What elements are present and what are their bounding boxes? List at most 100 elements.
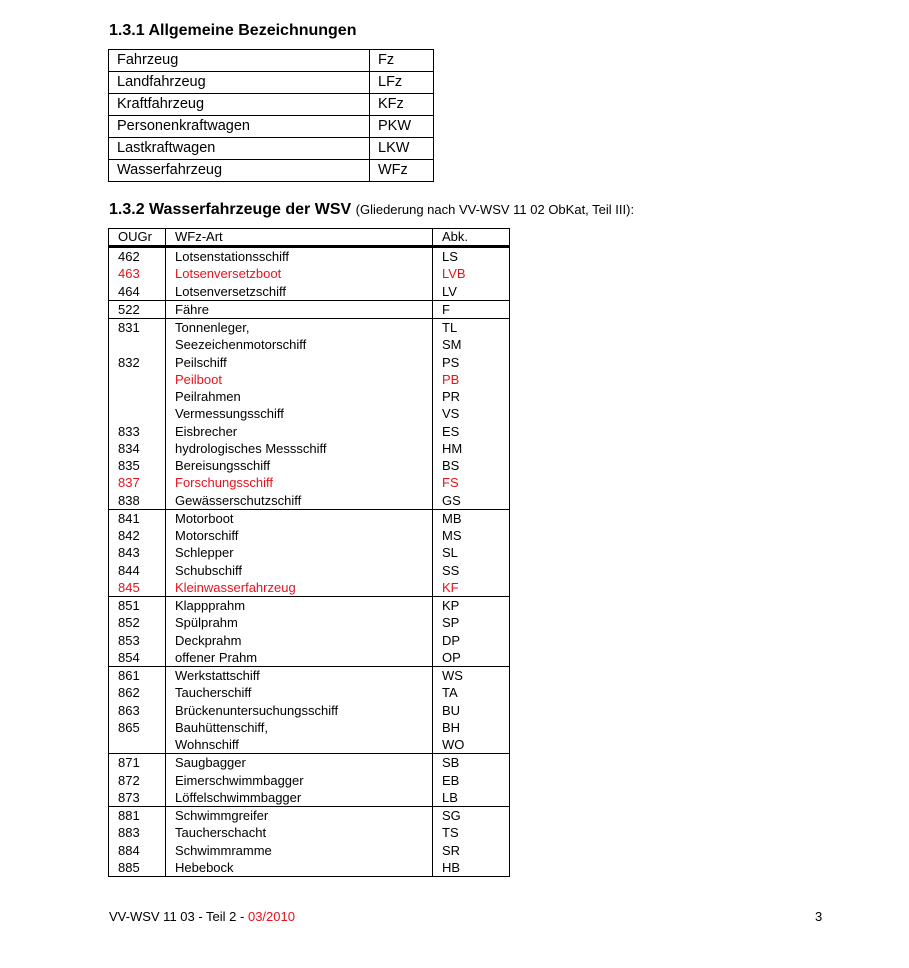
ougr-cell: 522 (108, 300, 166, 319)
row-group: 861 Werkstattschiff WS 862 Taucherschiff TA 86… (108, 666, 510, 754)
table-row: 871 Saugbagger SB (108, 753, 510, 772)
abbr-cell: WS (432, 666, 510, 685)
abbr-cell: WFz (369, 159, 434, 182)
ougr-cell: 837 (108, 474, 166, 492)
row-group: 871 Saugbagger SB 872 Eimerschwimmbagger EB 87… (108, 753, 510, 807)
term-cell: Landfahrzeug (108, 71, 370, 94)
table-header-row: OUGr WFz-Art Abk. (108, 228, 510, 248)
table-row: 873 Löffelschwimmbagger LB (108, 788, 510, 807)
ougr-cell (108, 370, 166, 388)
abbr-cell: MS (432, 527, 510, 545)
type-cell: Lotsenstationsschiff (165, 246, 433, 266)
ougr-cell: 854 (108, 648, 166, 667)
ougr-cell: 843 (108, 544, 166, 562)
table-row: 881 Schwimmgreifer SG (108, 806, 510, 825)
header-wfz-art: WFz-Art (165, 228, 433, 248)
ougr-cell: 845 (108, 578, 166, 597)
type-cell: hydrologisches Messschiff (165, 439, 433, 457)
table-row: 462 Lotsenstationsschiff LS (108, 246, 510, 266)
abbr-cell: KP (432, 596, 510, 615)
type-cell: Taucherschacht (165, 824, 433, 842)
ougr-cell: 844 (108, 561, 166, 579)
abbr-cell: TL (432, 318, 510, 337)
ougr-cell: 873 (108, 788, 166, 807)
ougr-cell: 884 (108, 841, 166, 859)
abbr-cell: TS (432, 824, 510, 842)
table-row: 463 Lotsenversetzboot LVB (108, 265, 510, 283)
type-cell: Vermessungsschiff (165, 405, 433, 423)
table-row: 863 Brückenuntersuchungsschiff BU (108, 701, 510, 719)
type-cell: Schubschiff (165, 561, 433, 579)
table-row: Lastkraftwagen LKW (108, 137, 434, 160)
abbr-cell: KF (432, 578, 510, 597)
row-group: 841 Motorboot MB 842 Motorschiff MS 843 Schlepp… (108, 509, 510, 597)
type-cell: Motorschiff (165, 527, 433, 545)
table-row: 872 Eimerschwimmbagger EB (108, 771, 510, 789)
term-cell: Fahrzeug (108, 49, 370, 72)
table-row: 851 Klappprahm KP (108, 596, 510, 615)
type-cell: Klappprahm (165, 596, 433, 615)
page-number: 3 (815, 909, 823, 924)
ougr-cell: 871 (108, 753, 166, 772)
table-row: 837 Forschungsschiff FS (108, 474, 510, 492)
ougr-cell: 853 (108, 631, 166, 649)
table-row: 838 Gewässerschutzschiff GS (108, 491, 510, 510)
abbr-cell: F (432, 300, 510, 319)
table-row: 833 Eisbrecher ES (108, 422, 510, 440)
ougr-cell: 863 (108, 701, 166, 719)
abbr-cell: DP (432, 631, 510, 649)
ougr-cell: 842 (108, 527, 166, 545)
abbr-cell: FS (432, 474, 510, 492)
table-row: Personenkraftwagen PKW (108, 115, 434, 138)
table-row: Landfahrzeug LFz (108, 71, 434, 94)
table-row: 865 Bauhüttenschiff, BH (108, 718, 510, 736)
table-row: 844 Schubschiff SS (108, 561, 510, 579)
vessel-table: OUGr WFz-Art Abk. 462 Lotsenstationsschif… (108, 228, 510, 877)
abbr-cell: LS (432, 246, 510, 266)
ougr-cell: 883 (108, 824, 166, 842)
abbr-cell: ES (432, 422, 510, 440)
type-cell: Werkstattschiff (165, 666, 433, 685)
table-row: Wasserfahrzeug WFz (108, 159, 434, 182)
table-row: Wohnschiff WO (108, 736, 510, 754)
type-cell: Saugbagger (165, 753, 433, 772)
abbr-cell: PS (432, 353, 510, 371)
type-cell: Seezeichenmotorschiff (165, 336, 433, 354)
type-cell: Forschungsschiff (165, 474, 433, 492)
abbr-cell: SP (432, 614, 510, 632)
header-abk: Abk. (432, 228, 510, 248)
abbr-cell: SL (432, 544, 510, 562)
table-row: 842 Motorschiff MS (108, 527, 510, 545)
type-cell: Lotsenversetzboot (165, 265, 433, 283)
table-row: Fahrzeug Fz (108, 49, 434, 72)
abbr-cell: MB (432, 509, 510, 527)
abbr-cell: VS (432, 405, 510, 423)
table-row: 885 Hebebock HB (108, 858, 510, 877)
ougr-cell (108, 388, 166, 406)
abbr-cell: GS (432, 491, 510, 510)
abbr-cell: BU (432, 701, 510, 719)
table-row: 852 Spülprahm SP (108, 614, 510, 632)
type-cell: Peilrahmen (165, 388, 433, 406)
row-group: 851 Klappprahm KP 852 Spülprahm SP 853 Deckprah… (108, 596, 510, 667)
table-row: Peilrahmen PR (108, 388, 510, 406)
ougr-cell: 834 (108, 439, 166, 457)
ougr-cell: 862 (108, 684, 166, 702)
type-cell: Kleinwasserfahrzeug (165, 578, 433, 597)
section-subtitle: (Gliederung nach VV-WSV 11 02 ObKat, Tei… (355, 202, 635, 217)
table-row: 854 offener Prahm OP (108, 648, 510, 667)
table-row: Seezeichenmotorschiff SM (108, 336, 510, 354)
footer-date: 03/2010 (247, 909, 295, 924)
row-group: 831 Tonnenleger, TL Seezeichenmotorschiff SM… (108, 318, 510, 510)
abbr-cell: LKW (369, 137, 434, 160)
abbr-cell: LB (432, 788, 510, 807)
ougr-cell: 838 (108, 491, 166, 510)
abbr-cell: HM (432, 439, 510, 457)
abbr-cell: PB (432, 370, 510, 388)
type-cell: Eisbrecher (165, 422, 433, 440)
abbr-cell: LVB (432, 265, 510, 283)
ougr-cell: 463 (108, 265, 166, 283)
type-cell: Peilschiff (165, 353, 433, 371)
section-title-1: 1.3.1 Allgemeine Bezeichnungen (109, 22, 357, 39)
abbr-cell: BH (432, 718, 510, 736)
